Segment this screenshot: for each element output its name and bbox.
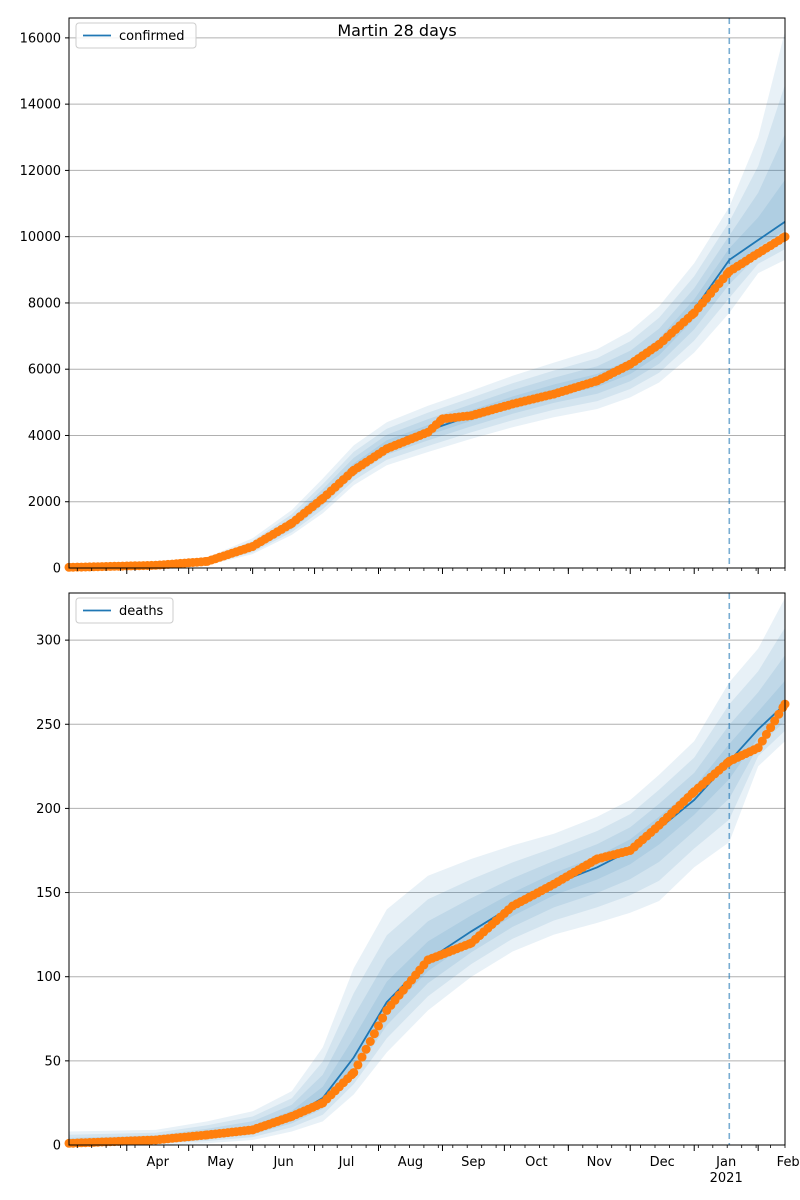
uncertainty-band bbox=[69, 598, 785, 1145]
observed-point bbox=[753, 743, 763, 753]
uncertainty-band bbox=[69, 627, 785, 1145]
observed-point bbox=[365, 1037, 375, 1046]
legend-label: confirmed bbox=[119, 29, 185, 44]
legend-label: deaths bbox=[119, 604, 164, 619]
x-tick-label: Sep bbox=[461, 1155, 486, 1170]
observed-point bbox=[770, 716, 780, 726]
chart-title: Martin 28 days bbox=[337, 21, 456, 40]
observed-point bbox=[757, 736, 767, 746]
y-tick-label: 10000 bbox=[20, 230, 61, 245]
x-tick-label: Apr bbox=[146, 1155, 169, 1170]
observed-point bbox=[374, 1021, 383, 1031]
y-tick-label: 12000 bbox=[20, 164, 61, 179]
legend: confirmed bbox=[75, 22, 197, 49]
confirmed-panel: 0 2000 4000 6000 8000 10000 12000 14000 16000 con… bbox=[20, 17, 790, 577]
legend: deaths bbox=[75, 597, 174, 624]
uncertainty-band bbox=[69, 134, 785, 568]
y-tick-label: 0 bbox=[53, 1139, 61, 1154]
axes-frame bbox=[68, 592, 786, 1146]
axes-frame bbox=[68, 17, 786, 569]
y-tick-label: 16000 bbox=[20, 31, 61, 46]
observed-point bbox=[766, 723, 776, 733]
y-tick-label: 2000 bbox=[28, 495, 61, 510]
y-tick-label: 4000 bbox=[28, 429, 61, 444]
observed-point bbox=[774, 709, 784, 719]
y-tick-label: 14000 bbox=[20, 98, 61, 113]
model-line bbox=[68, 221, 786, 569]
x-tick-label: Aug bbox=[398, 1155, 423, 1170]
x-year-label: 2021 bbox=[710, 1171, 743, 1186]
x-tick-label: May bbox=[207, 1155, 234, 1170]
observed-point bbox=[353, 1060, 363, 1070]
observed-point bbox=[761, 729, 771, 739]
x-tick-label: Jan bbox=[715, 1155, 736, 1170]
y-tick-label: 50 bbox=[44, 1054, 61, 1069]
x-tick-label: Feb bbox=[777, 1155, 800, 1170]
legend-box bbox=[75, 22, 197, 49]
x-tick-label: Jun bbox=[272, 1155, 293, 1170]
legend-box bbox=[75, 597, 174, 624]
observed-point bbox=[361, 1044, 371, 1054]
y-tick-label: 8000 bbox=[28, 296, 61, 311]
deaths-panel: 0 50 100 150 200 250 300 Apr May Jun Jul Aug Sep Oct N… bbox=[36, 592, 800, 1186]
x-tick-label: Nov bbox=[587, 1155, 613, 1170]
observed-point bbox=[369, 1029, 379, 1039]
observed-point bbox=[378, 1013, 388, 1023]
y-tick-label: 200 bbox=[36, 802, 61, 817]
observed-point bbox=[349, 1068, 359, 1078]
x-tick-label: Oct bbox=[525, 1155, 547, 1170]
y-tick-label: 6000 bbox=[28, 363, 61, 378]
y-tick-label: 100 bbox=[36, 970, 61, 985]
y-tick-label: 250 bbox=[36, 718, 61, 733]
observed-point bbox=[357, 1052, 367, 1062]
x-tick-label: Dec bbox=[650, 1155, 675, 1170]
x-tick-label: Jul bbox=[338, 1155, 355, 1170]
y-tick-label: 0 bbox=[53, 562, 61, 577]
uncertainty-band bbox=[69, 179, 785, 568]
y-tick-label: 300 bbox=[36, 634, 61, 649]
y-tick-label: 150 bbox=[36, 886, 61, 901]
